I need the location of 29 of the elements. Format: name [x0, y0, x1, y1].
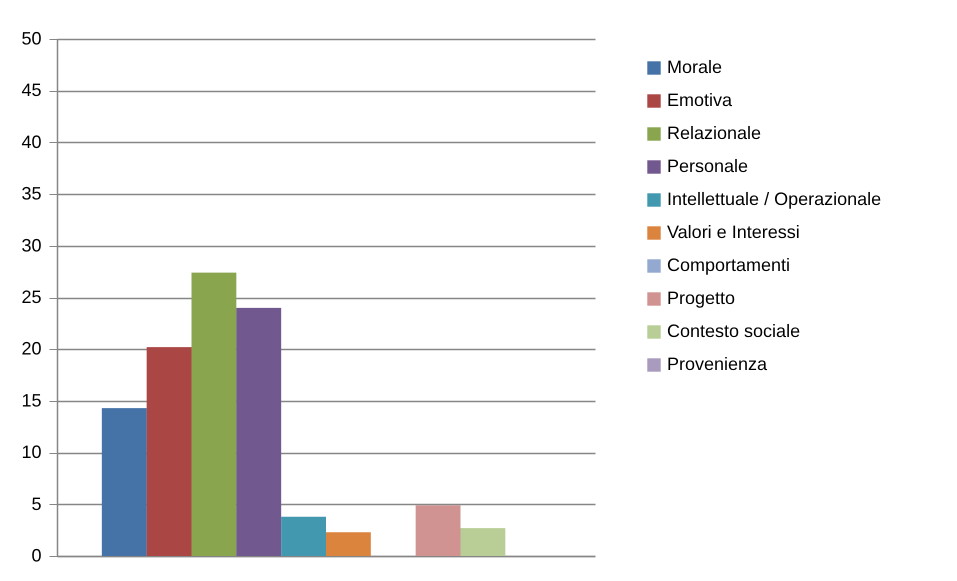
y-tick-label: 20 [21, 338, 42, 359]
legend-label: Comportamenti [667, 255, 790, 275]
legend-label: Progetto [667, 288, 736, 308]
legend-label: Contesto sociale [667, 321, 800, 341]
y-tick-label: 10 [21, 442, 42, 462]
bar [192, 272, 236, 556]
legend-label: Personale [667, 156, 748, 176]
bar [326, 532, 371, 556]
y-tick-label: 45 [21, 80, 42, 100]
legend-label: Morale [667, 57, 722, 77]
y-tick-label: 25 [21, 287, 42, 307]
y-tick-label: 0 [31, 546, 42, 566]
y-tick-label: 40 [21, 132, 42, 152]
bar [460, 528, 506, 556]
y-tick-label: 50 [21, 28, 42, 48]
y-tick-label: 5 [31, 494, 42, 514]
bar [236, 308, 282, 556]
y-tick-label: 35 [21, 184, 42, 204]
legend-label: Relazionale [667, 123, 762, 143]
legend-label: Emotiva [667, 90, 734, 110]
bar [416, 505, 460, 556]
bar [146, 347, 192, 556]
y-tick-label: 15 [21, 390, 42, 410]
bar [102, 408, 147, 556]
y-tick-label: 30 [21, 235, 42, 256]
legend-label: Intellettuale / Operazionale [667, 189, 882, 209]
bar [281, 516, 326, 556]
legend-label: Provenienza [667, 354, 768, 374]
legend-label: Valori e Interessi [667, 222, 800, 242]
